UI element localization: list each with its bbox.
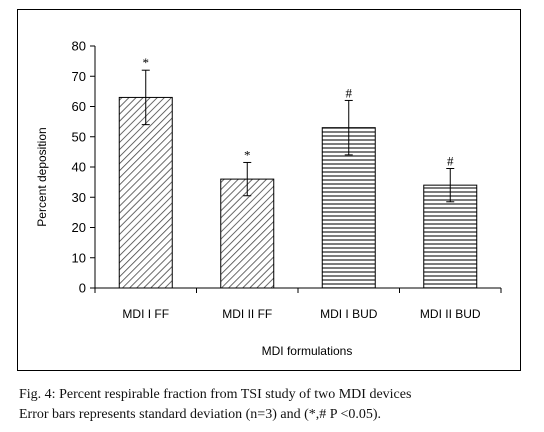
y-tick-label: 50 [72, 129, 86, 144]
bar [118, 96, 173, 289]
y-tick-label: 80 [72, 39, 86, 54]
significance-marker: # [447, 154, 454, 169]
category-label: MDI II BUD [420, 307, 481, 321]
significance-marker: * [244, 147, 251, 162]
category-label: MDI I FF [122, 307, 169, 321]
y-tick-label: 10 [72, 250, 86, 265]
chart-frame: 0 10 20 30 40 50 60 70 80 * MDI I FF * MDI II FF # MDI… [17, 9, 521, 371]
bar [423, 184, 478, 289]
x-axis-title: MDI formulations [262, 344, 353, 358]
significance-marker: # [346, 85, 353, 100]
figure-caption: Fig. 4: Percent respirable fraction from… [19, 385, 539, 425]
caption-line-1: Fig. 4: Percent respirable fraction from… [19, 387, 412, 402]
significance-marker: * [143, 55, 150, 70]
caption-line-2: Error bars represents standard deviation… [19, 407, 382, 422]
y-tick-label: 30 [72, 190, 86, 205]
y-tick-label: 70 [72, 69, 86, 84]
y-axis-title: Percent deposition [35, 127, 49, 226]
y-tick-label: 20 [72, 220, 86, 235]
bar-chart: 0 10 20 30 40 50 60 70 80 * MDI I FF * MDI II FF # MDI… [35, 39, 502, 358]
category-label: MDI I BUD [320, 307, 378, 321]
y-tick-label: 0 [79, 281, 86, 296]
category-label: MDI II FF [222, 307, 272, 321]
y-tick-label: 40 [72, 160, 86, 175]
y-tick-label: 60 [72, 99, 86, 114]
